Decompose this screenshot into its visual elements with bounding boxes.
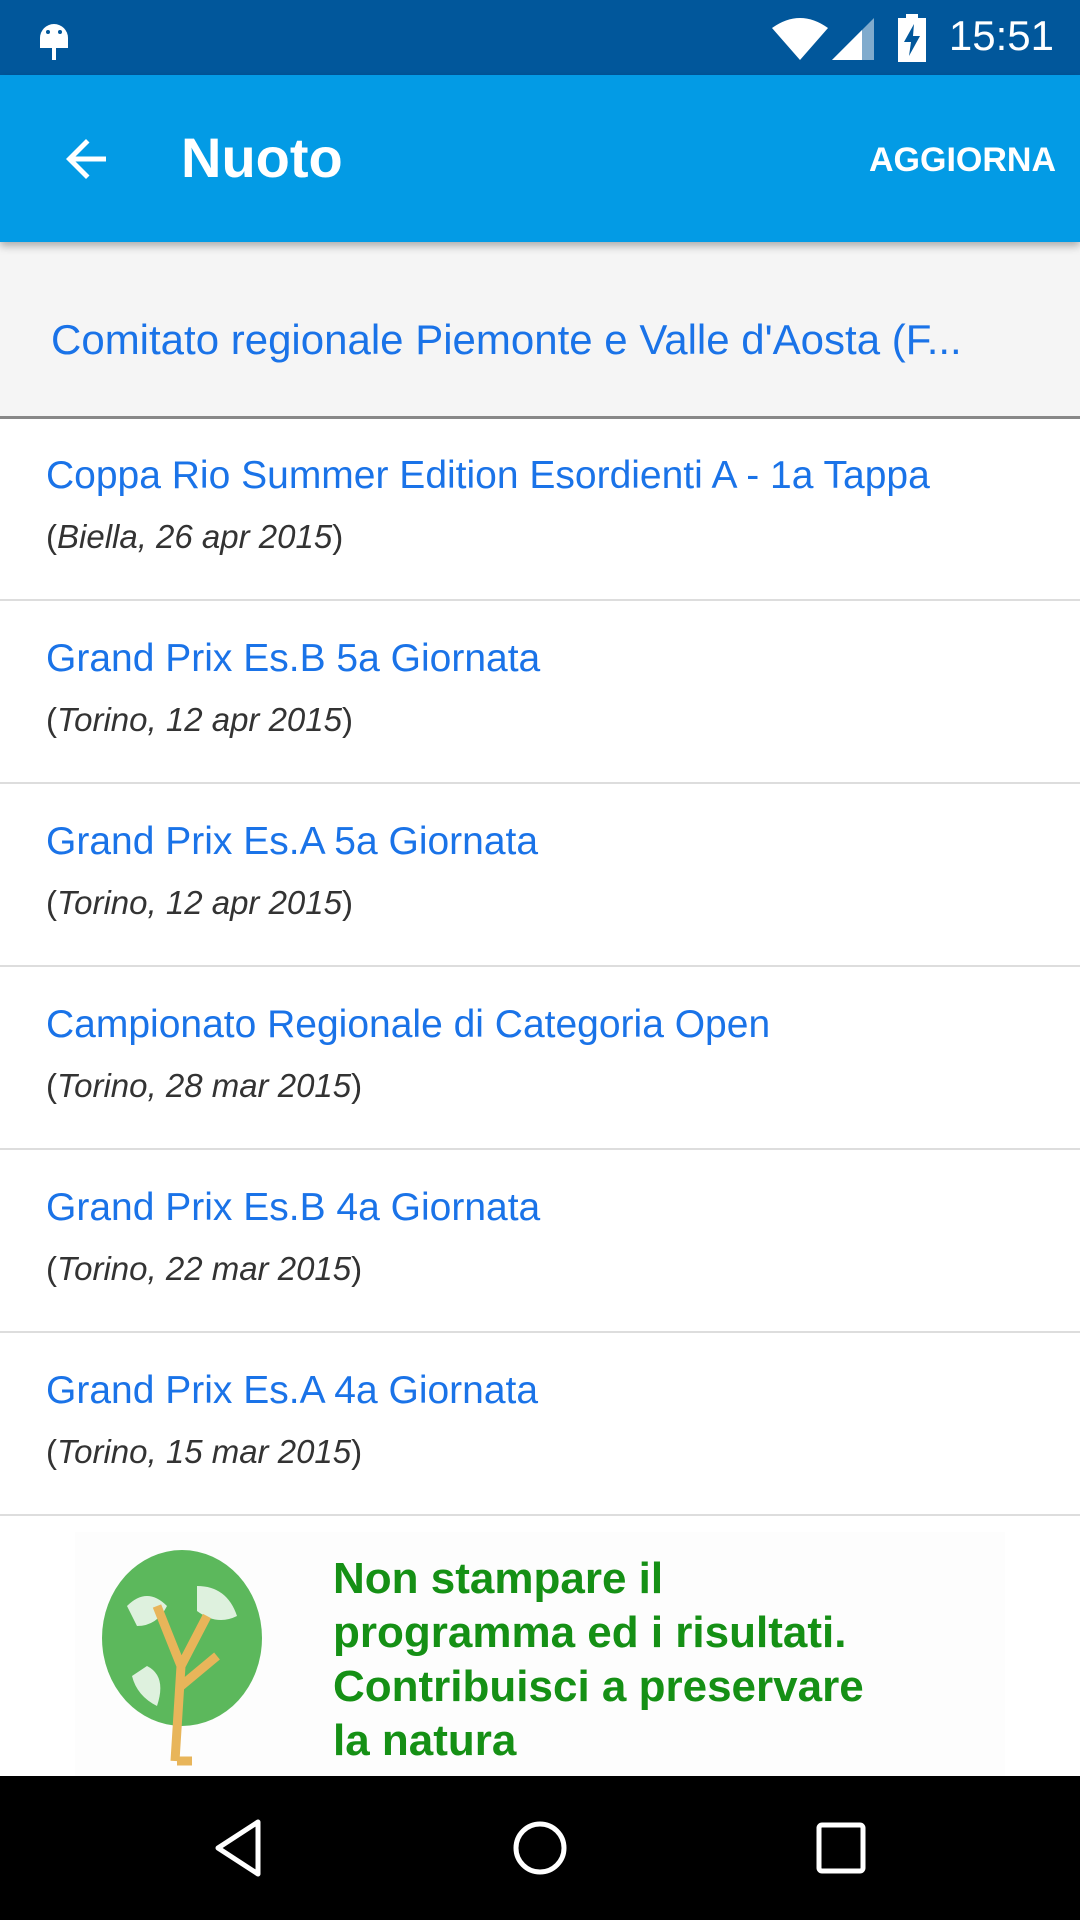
event-location-date: Torino, 12 apr 2015 xyxy=(57,701,342,738)
battery-charging-icon xyxy=(898,14,926,62)
event-location-date: Biella, 26 apr 2015 xyxy=(57,518,333,555)
event-location-date: Torino, 28 mar 2015 xyxy=(57,1067,352,1104)
event-location-date: Torino, 15 mar 2015 xyxy=(57,1433,352,1470)
banner-line: Contribuisci a preservare xyxy=(333,1662,864,1711)
event-details: (Torino, 15 mar 2015) xyxy=(46,1433,363,1470)
event-title: Campionato Regionale di Categoria Open xyxy=(46,1003,771,1046)
event-list-item[interactable]: Grand Prix Es.B 4a Giornata (Torino, 22 … xyxy=(0,1150,1080,1333)
event-title: Grand Prix Es.B 4a Giornata xyxy=(46,1186,541,1229)
event-location-date: Torino, 12 apr 2015 xyxy=(57,884,342,921)
event-details: (Torino, 12 apr 2015) xyxy=(46,701,353,738)
event-location-date: Torino, 22 mar 2015 xyxy=(57,1250,352,1287)
event-list-item[interactable]: Grand Prix Es.B 5a Giornata (Torino, 12 … xyxy=(0,601,1080,784)
event-title: Coppa Rio Summer Edition Esordienti A - … xyxy=(46,454,930,497)
event-details: (Torino, 28 mar 2015) xyxy=(46,1067,363,1104)
event-details: (Torino, 22 mar 2015) xyxy=(46,1250,363,1287)
event-title: Grand Prix Es.A 5a Giornata xyxy=(46,820,539,863)
event-list-item[interactable]: Coppa Rio Summer Edition Esordienti A - … xyxy=(0,418,1080,601)
back-arrow-icon[interactable] xyxy=(56,129,116,189)
event-details: (Torino, 12 apr 2015) xyxy=(46,884,353,921)
committee-name: Comitato regionale Piemonte e Valle d'Ao… xyxy=(51,316,962,363)
clock: 15:51 xyxy=(948,12,1054,59)
banner-line: la natura xyxy=(333,1716,517,1765)
event-list-item[interactable]: Campionato Regionale di Categoria Open (… xyxy=(0,967,1080,1150)
banner-line: programma ed i risultati. xyxy=(333,1608,847,1657)
event-list-item[interactable]: Grand Prix Es.A 4a Giornata (Torino, 15 … xyxy=(0,1333,1080,1516)
banner-line: Non stampare il xyxy=(333,1554,664,1603)
android-debug-icon xyxy=(40,24,68,60)
event-title: Grand Prix Es.B 5a Giornata xyxy=(46,637,541,680)
refresh-button[interactable]: AGGIORNA xyxy=(869,141,1056,179)
navigation-bar xyxy=(0,1776,1080,1920)
page-title: Nuoto xyxy=(181,126,343,189)
event-title: Grand Prix Es.A 4a Giornata xyxy=(46,1369,539,1412)
status-bar: 15:51 xyxy=(0,0,1080,75)
app-bar: Nuoto AGGIORNA xyxy=(0,75,1080,242)
globe-tree-logo xyxy=(102,1550,262,1766)
event-details: (Biella, 26 apr 2015) xyxy=(46,518,344,555)
back-nav-icon[interactable] xyxy=(210,1818,266,1878)
recents-nav-icon[interactable] xyxy=(816,1822,866,1874)
event-list-item[interactable]: Grand Prix Es.A 5a Giornata (Torino, 12 … xyxy=(0,784,1080,967)
committee-selector[interactable]: Comitato regionale Piemonte e Valle d'Ao… xyxy=(0,242,1080,419)
eco-banner: Non stampare il programma ed i risultati… xyxy=(75,1532,1005,1776)
banner-text: Non stampare il programma ed i risultati… xyxy=(333,1552,864,1768)
home-nav-icon[interactable] xyxy=(512,1820,568,1876)
signal-icon xyxy=(832,18,874,60)
wifi-icon xyxy=(772,18,828,60)
